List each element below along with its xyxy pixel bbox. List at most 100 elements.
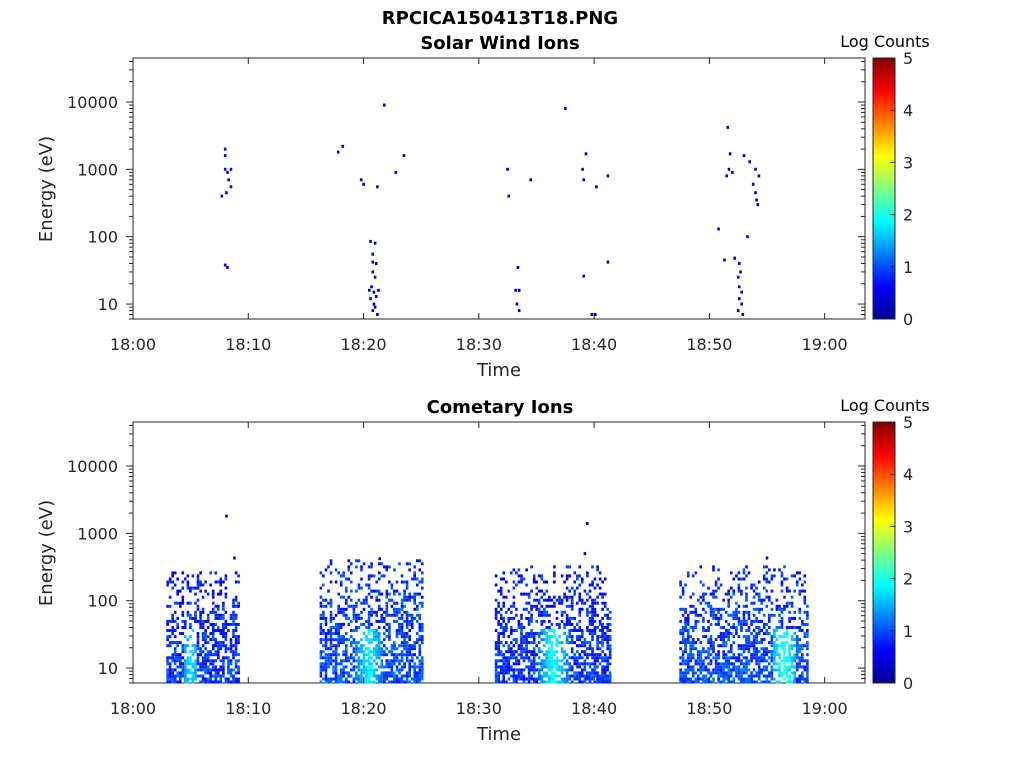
data-cell: [778, 619, 781, 623]
data-cell: [681, 671, 685, 675]
data-cell: [558, 668, 561, 672]
data-cell: [393, 647, 396, 651]
data-cell: [390, 653, 394, 657]
data-cell: [237, 638, 240, 642]
data-cell: [560, 619, 564, 623]
data-cell: [237, 641, 240, 645]
data-cell: [586, 598, 589, 602]
data-cell: [780, 571, 784, 575]
data-cell: [778, 665, 781, 669]
data-cell: [403, 592, 406, 596]
data-cell: [740, 644, 743, 648]
data-cell: [545, 671, 549, 675]
data-cell: [345, 586, 348, 590]
data-cell: [770, 607, 774, 611]
data-cell: [527, 592, 531, 596]
data-cell: [194, 662, 197, 666]
data-cell: [199, 653, 202, 657]
data-cell: [418, 665, 422, 669]
data-cell: [413, 677, 416, 681]
data-cell: [342, 668, 345, 672]
data-cell: [334, 626, 338, 629]
data-cell: [790, 680, 794, 684]
data-cell: [747, 613, 751, 617]
data-cell: [319, 622, 323, 626]
data-cell: [735, 665, 738, 669]
data-cell: [362, 601, 366, 605]
data-cell: [234, 662, 238, 666]
data-cell: [543, 619, 546, 623]
data-cell: [783, 644, 786, 648]
data-cell: [707, 680, 710, 684]
data-cell: [357, 674, 361, 678]
data-cell: [339, 607, 343, 611]
data-cell: [545, 665, 549, 669]
data-cell: [329, 644, 333, 648]
data-cell: [752, 647, 756, 651]
data-cell: [545, 632, 549, 635]
data-cell: [385, 592, 389, 596]
data-cell: [405, 641, 409, 645]
data-cell: [689, 644, 692, 648]
data-cell: [225, 191, 228, 195]
data-cell: [565, 586, 569, 590]
data-cell: [564, 107, 567, 110]
data-cell: [418, 629, 422, 632]
data-cell: [691, 604, 695, 608]
data-cell: [201, 607, 205, 611]
data-cell: [380, 659, 384, 663]
data-cell: [699, 580, 703, 584]
data-cell: [494, 574, 498, 578]
data-cell: [691, 665, 695, 669]
data-cell: [324, 638, 328, 642]
data-cell: [598, 641, 602, 645]
data-cell: [553, 671, 556, 675]
data-cell: [565, 595, 569, 599]
data-cell: [568, 604, 571, 608]
data-cell: [684, 622, 687, 626]
data-cell: [201, 638, 205, 642]
data-cell: [790, 656, 794, 660]
data-cell: [199, 616, 202, 620]
data-cell: [327, 665, 330, 669]
data-cell: [560, 659, 564, 663]
data-cell: [232, 610, 235, 614]
data-cell: [576, 601, 579, 605]
data-cell: [788, 647, 791, 651]
data-cell: [352, 677, 356, 681]
data-cell: [385, 607, 389, 611]
data-cell: [757, 610, 761, 614]
data-cell: [783, 577, 786, 581]
data-cell: [380, 653, 384, 657]
data-cell: [181, 668, 185, 672]
data-cell: [760, 641, 763, 645]
data-cell: [319, 571, 323, 575]
data-cell: [234, 580, 238, 584]
data-cell: [395, 677, 399, 681]
data-cell: [176, 601, 179, 605]
data-cell: [173, 653, 177, 657]
data-cell: [324, 674, 328, 678]
data-cell: [206, 677, 210, 681]
data-cell: [550, 653, 554, 657]
data-cell: [751, 182, 755, 186]
data-cell: [548, 641, 551, 645]
data-cell: [201, 622, 205, 626]
data-cell: [217, 580, 220, 584]
data-cell: [499, 668, 503, 672]
data-cell: [206, 619, 210, 623]
data-cell: [740, 290, 743, 294]
data-cell: [168, 644, 172, 648]
data-cell: [601, 638, 604, 642]
data-cell: [540, 632, 544, 635]
data-cell: [375, 635, 378, 639]
data-cell: [507, 635, 511, 639]
data-cell: [537, 632, 541, 635]
data-cell: [196, 577, 200, 581]
data-cell: [606, 641, 609, 645]
data-cell: [179, 641, 182, 645]
data-cell: [355, 671, 358, 675]
data-cell: [395, 629, 399, 632]
data-cell: [778, 626, 781, 629]
data-cell: [565, 598, 569, 602]
